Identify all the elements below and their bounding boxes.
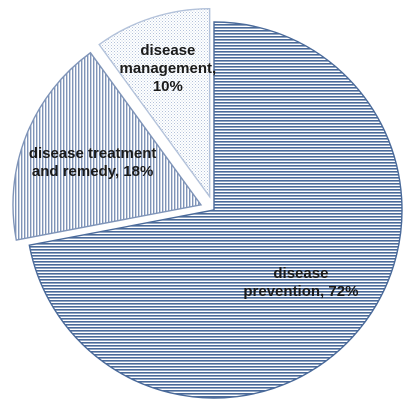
pie-slice-disease-treatment-and-remedy bbox=[12, 51, 203, 241]
pie-slice-label-line: management, bbox=[119, 60, 216, 77]
pie-slice-label-line: prevention, 72% bbox=[243, 283, 358, 300]
pie-slice-label: disease prevention, 72% bbox=[243, 265, 358, 300]
pie-slice-label-line: and remedy, 18% bbox=[32, 163, 153, 180]
pie-slice-disease-management bbox=[98, 7, 211, 199]
pie-slice-label-line: 10% bbox=[153, 78, 183, 95]
pie-slice-label-line: disease treatment bbox=[29, 145, 157, 162]
pie-slice-disease-prevention bbox=[28, 21, 403, 399]
pie-slice-label: disease management, 10% bbox=[119, 42, 216, 95]
pie-slice-label-line: disease bbox=[140, 42, 195, 59]
pie-slice-label: disease treatment and remedy, 18% bbox=[29, 145, 157, 180]
pie-slice-label-line: disease bbox=[273, 265, 328, 282]
